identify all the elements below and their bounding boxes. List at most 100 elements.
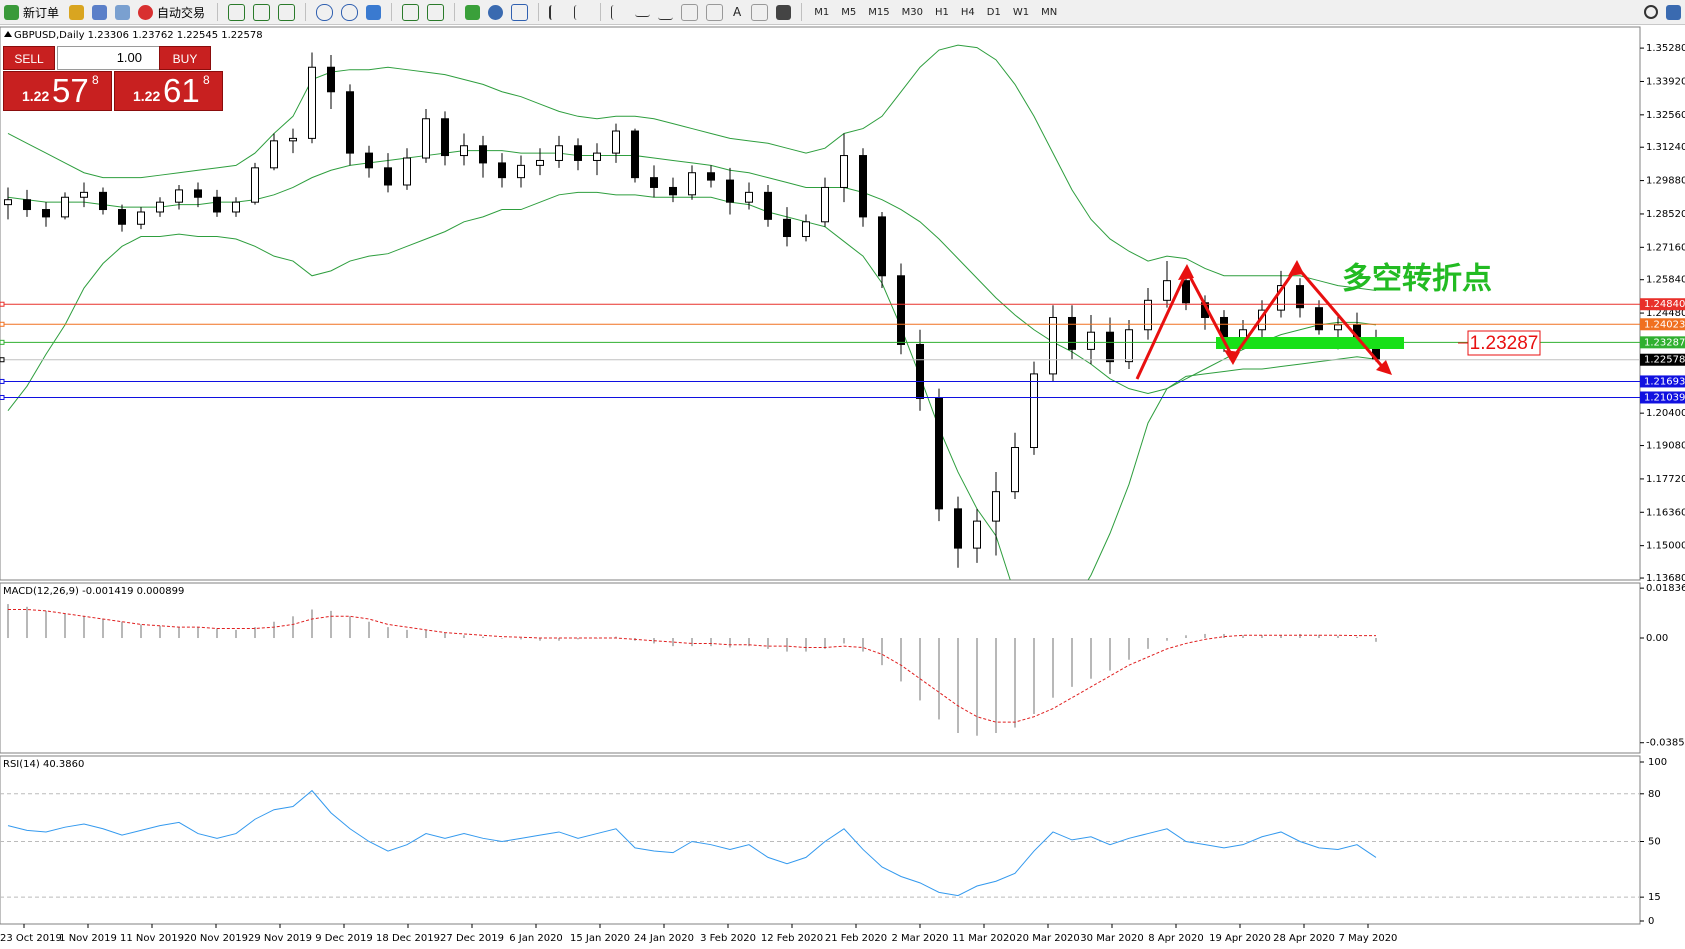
label-tool[interactable] [751, 3, 769, 21]
macd-bar [102, 619, 104, 639]
macd-bar [767, 638, 769, 649]
collapse-icon [4, 31, 12, 37]
candle-body [232, 201, 240, 213]
icon[interactable] [69, 4, 85, 20]
candle-body [688, 172, 696, 196]
candle-body [42, 209, 50, 218]
y-tick-label: -0.038585 [1646, 738, 1685, 749]
icon[interactable] [427, 3, 445, 21]
indicators[interactable] [465, 4, 481, 20]
candle-body [1125, 329, 1133, 363]
macd-bar [520, 638, 522, 640]
icon[interactable] [92, 4, 108, 20]
bid-price[interactable]: 1.22 57 8 [3, 71, 112, 111]
hline[interactable] [635, 8, 651, 17]
candle-body [156, 201, 164, 213]
macd-bar [83, 616, 85, 639]
timeframe[interactable]: H4 [960, 6, 975, 18]
macd-bar [577, 638, 579, 640]
arrow-heads [1178, 260, 1392, 375]
candle-body [821, 186, 829, 223]
support-zone [1216, 337, 1404, 349]
macd-bar [178, 627, 180, 639]
macd-bar [843, 638, 845, 644]
fibo2[interactable] [706, 3, 724, 21]
candle-body [1106, 331, 1114, 363]
rsi-panel [0, 755, 1641, 925]
icon[interactable] [278, 3, 296, 21]
candle-body [878, 216, 886, 277]
text-tool[interactable]: A [733, 5, 742, 19]
x-tick-label: 30 Mar 2020 [1080, 933, 1143, 944]
icon[interactable] [115, 4, 131, 20]
x-tick-label: 7 May 2020 [1339, 933, 1398, 944]
timeframe[interactable]: M30 [901, 6, 923, 18]
level-label-bg [1640, 318, 1685, 331]
x-tick-label: 11 Nov 2019 [120, 933, 184, 944]
crosshair[interactable] [574, 4, 590, 20]
fibo[interactable] [681, 3, 699, 21]
level-label: 1.24023 [1644, 319, 1685, 330]
macd-bar [824, 638, 826, 649]
macd-bar [1375, 638, 1377, 642]
x-tick-label: 29 Nov 2019 [248, 933, 312, 944]
candle-body [726, 179, 734, 203]
auto-trade[interactable]: 自动交易 [157, 5, 206, 20]
y-tick-label: 1.16360 [1646, 507, 1685, 518]
macd-bar [444, 632, 446, 639]
candle-body [194, 189, 202, 198]
vline[interactable] [611, 4, 627, 20]
macd-bar [900, 638, 902, 682]
x-tick-label: 11 Mar 2020 [952, 933, 1015, 944]
templates[interactable] [511, 3, 529, 21]
candle-body [137, 211, 145, 225]
bollinger-upper [7, 44, 1377, 291]
ask-price[interactable]: 1.22 61 8 [114, 71, 223, 111]
sell-button[interactable]: SELL [3, 46, 55, 70]
icon[interactable] [402, 3, 420, 21]
macd-bar [235, 629, 237, 639]
macd-bar [729, 638, 731, 648]
x-tick-label: 20 Nov 2019 [184, 933, 248, 944]
timeframe[interactable]: W1 [1012, 6, 1030, 18]
tile[interactable] [366, 4, 382, 20]
icon[interactable] [228, 3, 246, 21]
icon[interactable] [1666, 4, 1681, 20]
candle-body [479, 145, 487, 164]
timeframe[interactable]: M5 [841, 6, 857, 18]
level-label: 1.23287 [1644, 337, 1685, 348]
macd-bar [786, 638, 788, 652]
rsi-line [7, 789, 1377, 897]
macd-bar [368, 621, 370, 639]
zoom-in[interactable] [316, 3, 334, 21]
macd-bar [292, 616, 294, 639]
candle-body [346, 91, 354, 154]
cursor[interactable] [549, 4, 566, 20]
timeframe[interactable]: D1 [986, 6, 1001, 18]
level-label-bg [1640, 336, 1685, 349]
y-tick-label: 80 [1648, 789, 1661, 800]
lot-input[interactable]: 1.00 [57, 46, 169, 70]
trendline[interactable] [658, 4, 674, 20]
periods[interactable] [488, 4, 504, 20]
macd-bar [330, 610, 332, 639]
timeframe[interactable]: M15 [868, 6, 890, 18]
timeframe[interactable]: MN [1041, 6, 1058, 18]
macd-bar [121, 621, 123, 639]
timeframe[interactable]: M1 [814, 6, 830, 18]
level-marker [0, 394, 5, 400]
macd-bar [406, 629, 408, 639]
new-order-icon[interactable] [4, 4, 19, 20]
zoom-out[interactable] [341, 3, 359, 21]
macd-bar [672, 638, 674, 647]
search[interactable] [1644, 5, 1658, 19]
icon[interactable] [253, 3, 271, 21]
buy-button[interactable]: BUY [159, 46, 211, 70]
timeframe[interactable]: H1 [934, 6, 949, 18]
new-order[interactable]: 新订单 [23, 5, 60, 20]
macd-bar [1223, 633, 1225, 639]
candle-body [289, 137, 297, 142]
arrows-tool[interactable] [776, 4, 792, 20]
macd-bar [710, 638, 712, 647]
auto-trade-icon[interactable] [138, 4, 154, 20]
